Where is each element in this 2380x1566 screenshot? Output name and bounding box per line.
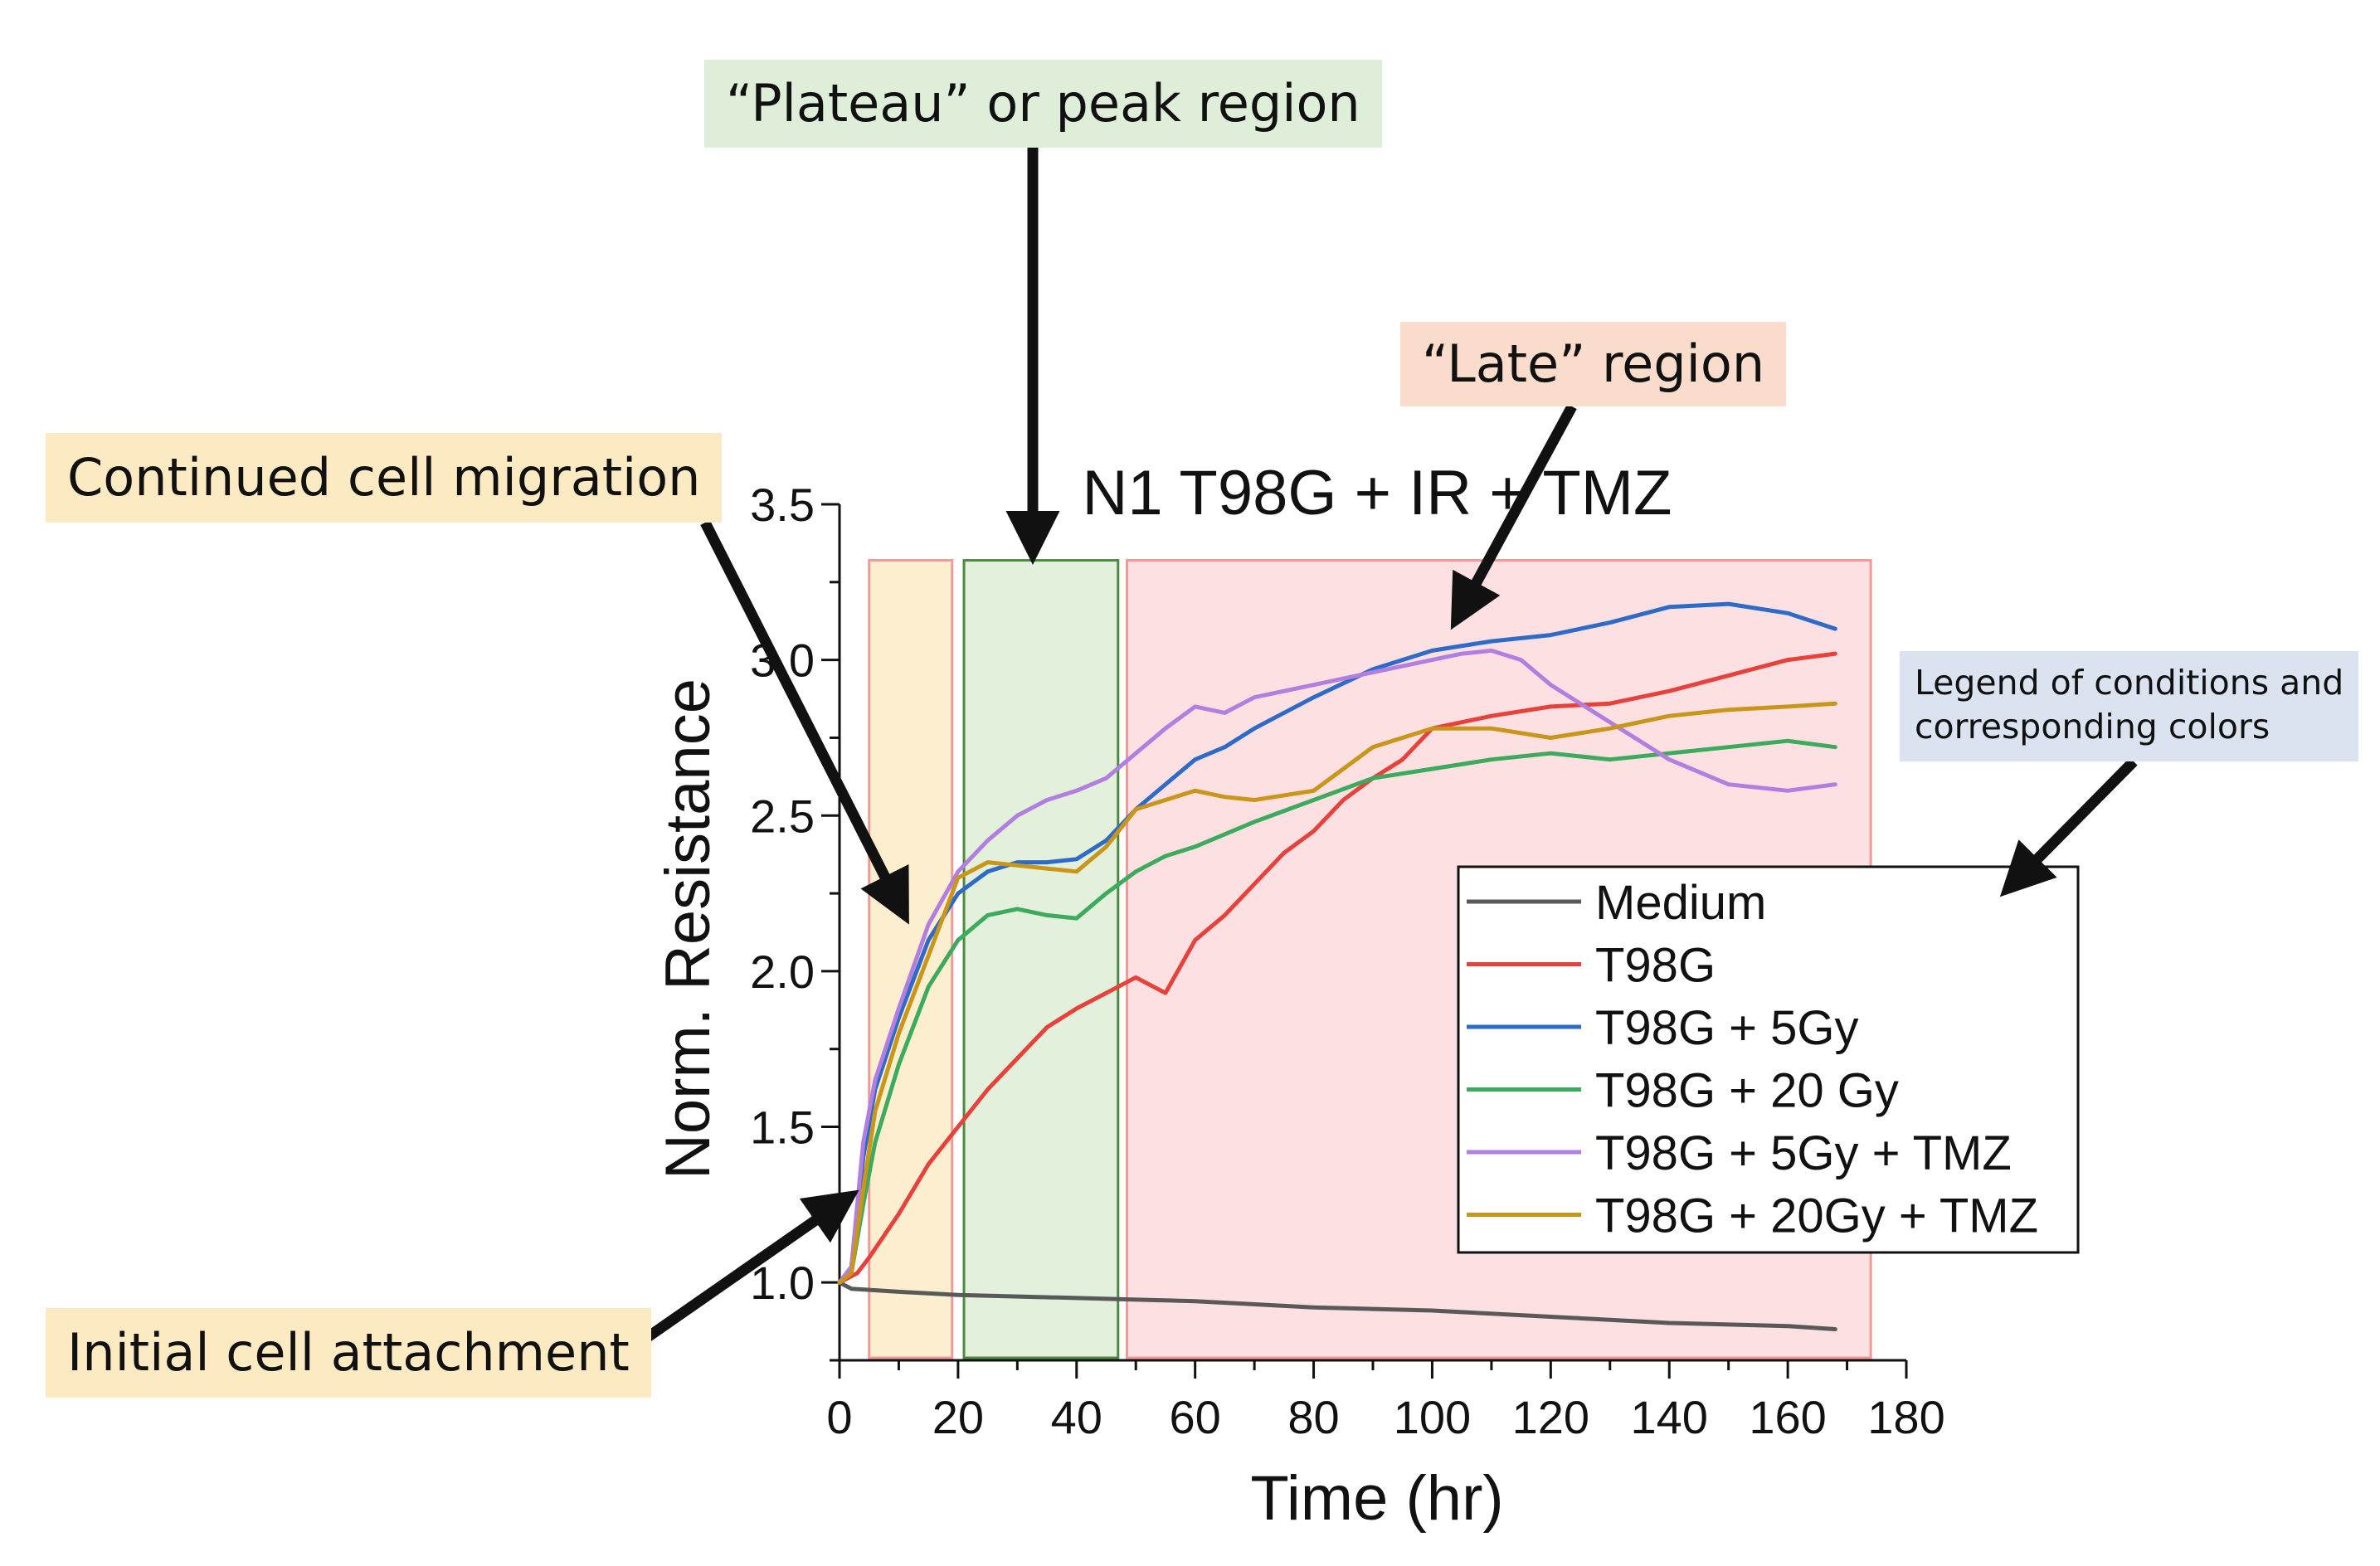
late-arrow — [1450, 403, 1577, 630]
x-tick-label: 100 — [1394, 1391, 1471, 1443]
continued-migration-arrow — [700, 520, 909, 925]
legend-label-0: Medium — [1595, 876, 1766, 930]
y-tick-label: 2.5 — [750, 790, 815, 842]
x-tick-label: 80 — [1287, 1391, 1339, 1443]
series-line-2 — [837, 601, 1837, 1285]
x-tick-label: 180 — [1867, 1391, 1944, 1443]
legend: Medium T98G T98G + 5Gy T98G + 20 Gy T98G + 5… — [1457, 865, 2080, 1254]
y-tick-label: 1.5 — [750, 1102, 815, 1154]
x-tick-label: 0 — [826, 1391, 852, 1443]
initial-region — [868, 559, 954, 1359]
plateau-annotation: “Plateau” or peak region — [704, 60, 1382, 148]
x-tick-label: 140 — [1631, 1391, 1708, 1443]
x-tick-label: 60 — [1170, 1391, 1221, 1443]
series-lines — [837, 601, 1837, 1331]
legend-label-2: T98G + 5Gy — [1595, 1001, 1859, 1055]
legend-label-3: T98G + 20 Gy — [1595, 1064, 1899, 1118]
x-tick-label: 40 — [1051, 1391, 1102, 1443]
y-tick-label: 1.0 — [750, 1257, 815, 1309]
x-axis-label: Time (hr) — [1250, 1463, 1503, 1534]
legend-label-1: T98G — [1595, 939, 1716, 993]
late-annotation: “Late” region — [1400, 322, 1787, 406]
continued-migration-annotation: Continued cell migration — [46, 433, 723, 523]
y-tick-label: 3.5 — [750, 479, 815, 531]
y-axis-label: Norm. Resistance — [653, 678, 723, 1179]
chart-title: N1 T98G + IR + TMZ — [1083, 458, 1672, 528]
initial-attachment-arrow — [623, 1189, 859, 1357]
legend-label-4: T98G + 5Gy + TMZ — [1595, 1126, 2012, 1180]
x-tick-label: 160 — [1749, 1391, 1826, 1443]
legend-note-arrow — [1999, 757, 2138, 897]
legend-box — [1457, 865, 2080, 1254]
plateau-region — [962, 559, 1120, 1359]
series-line-5 — [837, 701, 1837, 1285]
series-line-0 — [837, 1280, 1837, 1331]
y-tick-label: 2.0 — [750, 946, 815, 998]
legend-note-annotation: Legend of conditions and corresponding c… — [1900, 651, 2359, 761]
series-line-4 — [837, 648, 1837, 1285]
series-line-3 — [837, 738, 1837, 1285]
series-line-1 — [837, 651, 1837, 1285]
legend-note-line1: Legend of conditions and — [1915, 663, 2344, 703]
x-tick-label: 120 — [1512, 1391, 1589, 1443]
annotation-arrows — [623, 148, 2138, 1357]
legend-label-5: T98G + 20Gy + TMZ — [1595, 1189, 2038, 1243]
initial-attachment-annotation: Initial cell attachment — [46, 1308, 651, 1398]
legend-note-line2: corresponding colors — [1915, 707, 2270, 747]
x-tick-label: 20 — [932, 1391, 984, 1443]
